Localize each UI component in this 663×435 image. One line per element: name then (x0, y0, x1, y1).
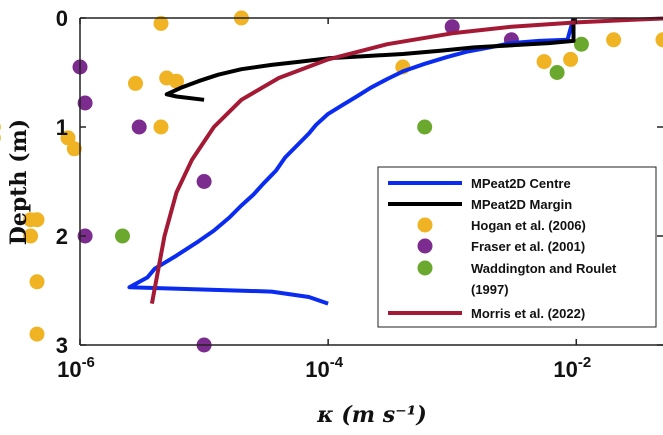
series-point-hogan-et-al-2006 (0, 123, 1, 131)
series-point-hogan-et-al-2006 (536, 54, 552, 70)
series-point-hogan-et-al-2006 (128, 75, 143, 91)
series-point-hogan-et-al-2006 (23, 228, 39, 244)
legend-label-centre: MPeat2D Centre (471, 176, 571, 191)
legend-swatch-hogan (417, 217, 433, 233)
series-point-hogan-et-al-2006 (563, 51, 579, 67)
series-point-hogan-et-al-2006 (29, 212, 45, 228)
series-point-hogan-et-al-2006 (29, 326, 45, 342)
series-point-hogan-et-al-2006 (60, 130, 76, 146)
legend-label-morris: Morris et al. (2022) (471, 306, 585, 321)
series-point-fraser-et-al-2001 (131, 119, 147, 135)
y-axis-title: Depth (m) (6, 119, 32, 245)
legend-swatch-fraser (417, 238, 433, 254)
series-line-mpeat2d-margin (164, 18, 576, 102)
legend-label-waddington-line2: (1997) (471, 282, 509, 297)
series-point-fraser-et-al-2001 (196, 174, 212, 189)
series-point-hogan-et-al-2006 (655, 32, 663, 48)
x-tick-label: 10-6 (57, 354, 95, 382)
legend-swatch-waddington (417, 260, 433, 276)
series-point-waddington-and-roulet-1997 (417, 119, 433, 135)
series-point-hogan-et-al-2006 (153, 119, 169, 135)
y-tick-label: 1 (56, 115, 68, 140)
series-layer (0, 10, 663, 353)
series-point-waddington-and-roulet-1997 (573, 36, 589, 52)
series-point-hogan-et-al-2006 (153, 15, 169, 31)
y-tick-label: 3 (56, 333, 68, 358)
legend: MPeat2D Centre MPeat2D Margin Hogan et a… (377, 166, 657, 328)
series-point-hogan-et-al-2006 (169, 73, 184, 89)
legend-label-hogan: Hogan et al. (2006) (471, 218, 586, 233)
series-point-waddington-and-roulet-1997 (115, 228, 130, 244)
y-tick-label: 0 (56, 6, 68, 31)
series-line-morris-et-al-2022 (149, 16, 663, 304)
legend-label-waddington: Waddington and Roulet (1997) (471, 261, 620, 297)
series-point-hogan-et-al-2006 (29, 274, 45, 290)
series-point-fraser-et-al-2001 (77, 95, 93, 111)
series-point-fraser-et-al-2001 (444, 19, 460, 35)
legend-label-waddington-line1: Waddington and Roulet (471, 261, 617, 276)
axes-layer (79, 17, 663, 346)
ticks-layer: 0 1 2 310-6 10-4 10-2 (56, 6, 663, 382)
series-point-hogan-et-al-2006 (66, 141, 82, 157)
series-point-hogan-et-al-2006 (0, 134, 1, 142)
series-point-hogan-et-al-2006 (606, 32, 622, 48)
x-tick-label: 10-2 (553, 354, 591, 382)
series-point-waddington-and-roulet-1997 (549, 65, 565, 80)
x-axis-title: κ (m s⁻¹) (316, 402, 427, 428)
legend-label-fraser: Fraser et al. (2001) (471, 239, 585, 254)
y-tick-label: 2 (56, 224, 68, 249)
legend-label-margin: MPeat2D Margin (471, 197, 572, 212)
x-tick-label: 10-4 (305, 354, 343, 382)
